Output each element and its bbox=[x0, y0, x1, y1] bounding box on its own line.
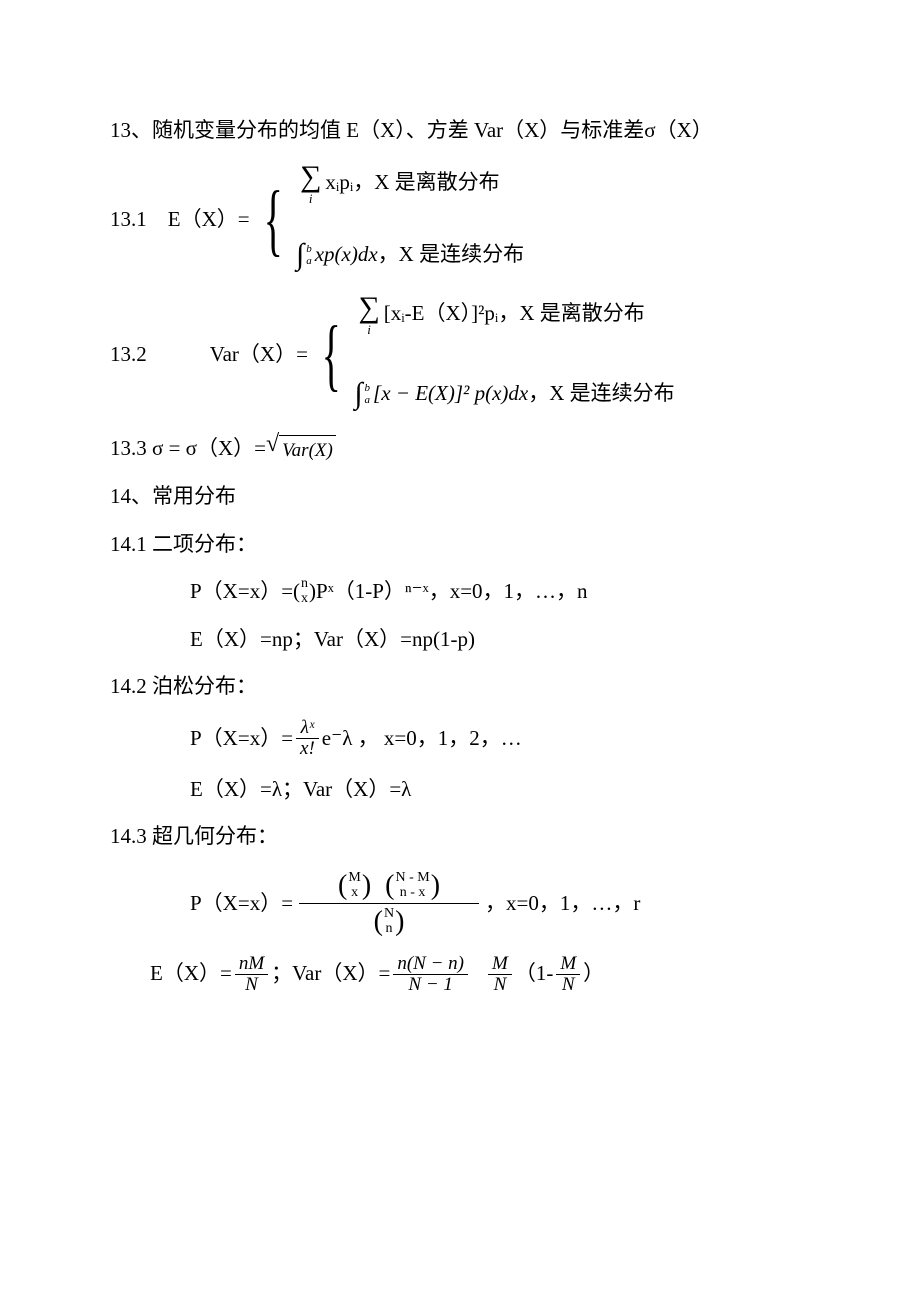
eq-13-1: 13.1 E（X）= { ∑ i xᵢpᵢ，X 是离散分布 ∫ b a xp(x… bbox=[110, 162, 810, 279]
cases: ∑ i [xᵢ-E（X）]²pᵢ，X 是离散分布 ∫ b a [x − E(X)… bbox=[354, 293, 674, 418]
integral: ∫ b a xp(x)dx bbox=[296, 231, 378, 279]
num: λˣ bbox=[297, 718, 319, 738]
frac-3: M N bbox=[488, 954, 512, 995]
num: nM bbox=[235, 954, 268, 974]
frac-1: nM N bbox=[235, 954, 268, 995]
num: M bbox=[488, 954, 512, 974]
sqrt-arg: Var(X) bbox=[279, 435, 336, 466]
eq-14-2-pmf: P（X=x）= λˣ x! e⁻λ ， x=0，1，2，… bbox=[110, 718, 810, 759]
text: 14.2 泊松分布： bbox=[110, 670, 257, 704]
int-expr: [x − E(X)]² p(x)dx bbox=[373, 377, 528, 411]
text: 14.1 二项分布： bbox=[110, 528, 257, 562]
section-14-title: 14、常用分布 bbox=[110, 480, 810, 514]
b1-bot: x bbox=[351, 886, 358, 901]
pre: P（X=x）= bbox=[190, 722, 293, 756]
case-continuous: ∫ b a [x − E(X)]² p(x)dx ，X 是连续分布 bbox=[354, 370, 674, 418]
binom-bot: x bbox=[301, 592, 308, 607]
case-continuous: ∫ b a xp(x)dx ，X 是连续分布 bbox=[296, 231, 524, 279]
text: E（X）=λ；Var（X）=λ bbox=[190, 773, 411, 807]
binom-top: n bbox=[301, 577, 308, 592]
document-page: 13、随机变量分布的均值 E（X）、方差 Var（X）与标准差σ（X） 13.1… bbox=[0, 0, 920, 1049]
case-text: [xᵢ-E（X）]²pᵢ，X 是离散分布 bbox=[384, 297, 645, 331]
den: N bbox=[241, 975, 262, 995]
post: )Pˣ（1-P）ⁿ⁻ˣ，x=0，1，…，n bbox=[309, 575, 588, 609]
label: 13.1 E（X）= bbox=[110, 203, 250, 237]
text: 13、随机变量分布的均值 E（X）、方差 Var（X）与标准差σ（X） bbox=[110, 114, 713, 148]
text: E（X）=np；Var（X）=np(1-p) bbox=[190, 623, 475, 657]
case-text: xᵢpᵢ，X 是离散分布 bbox=[325, 166, 499, 200]
frac-2: n(N − n) N − 1 bbox=[393, 954, 468, 995]
binom-2: ( N - M n - x ) bbox=[385, 871, 440, 900]
den: N − 1 bbox=[404, 975, 457, 995]
binom-den: ( N n ) bbox=[374, 907, 405, 936]
binom-1: ( M x ) bbox=[338, 871, 371, 900]
b2-top: N - M bbox=[395, 871, 429, 886]
end: ） bbox=[583, 957, 604, 991]
eq-13-2: 13.2 Var（X）= { ∑ i [xᵢ-E（X）]²pᵢ，X 是离散分布 … bbox=[110, 293, 810, 418]
pre: E（X）= bbox=[150, 957, 232, 991]
label: 13.2 Var（X）= bbox=[110, 338, 308, 372]
b2-bot: n - x bbox=[400, 886, 426, 901]
bd-bot: n bbox=[386, 922, 393, 937]
fraction: λˣ x! bbox=[296, 718, 319, 759]
b1-top: M bbox=[348, 871, 360, 886]
int-upper: b bbox=[365, 382, 371, 394]
section-14-1-title: 14.1 二项分布： bbox=[110, 528, 810, 562]
eq-14-3-moments: E（X）= nM N ；Var（X）= n(N − n) N − 1 M N （… bbox=[110, 954, 810, 995]
text: 14、常用分布 bbox=[110, 480, 236, 514]
frac-4: M N bbox=[556, 954, 580, 995]
case-text: ，X 是连续分布 bbox=[378, 238, 524, 272]
eq-14-2-moments: E（X）=λ；Var（X）=λ bbox=[110, 773, 810, 807]
int-expr: xp(x)dx bbox=[315, 238, 378, 272]
sum-index: i bbox=[309, 192, 313, 205]
int-upper: b bbox=[306, 243, 312, 255]
section-13-title: 13、随机变量分布的均值 E（X）、方差 Var（X）与标准差σ（X） bbox=[110, 114, 810, 148]
post: ，x=0，1，…，r bbox=[485, 887, 640, 921]
den: x! bbox=[296, 739, 319, 759]
text: 14.3 超几何分布： bbox=[110, 820, 278, 854]
sum-symbol: ∑ i bbox=[300, 162, 321, 205]
sqrt: √ Var(X) bbox=[266, 432, 336, 466]
num: n(N − n) bbox=[393, 954, 468, 974]
label: 13.3 σ = σ（X）= bbox=[110, 432, 266, 466]
bd-top: N bbox=[384, 907, 394, 922]
case-discrete: ∑ i xᵢpᵢ，X 是离散分布 bbox=[296, 162, 524, 205]
left-brace: { bbox=[322, 319, 341, 391]
mid2: （1- bbox=[515, 957, 554, 991]
left-brace: { bbox=[263, 184, 282, 256]
big-fraction: ( M x ) ( N - M n - x ) bbox=[299, 868, 479, 940]
section-14-3-title: 14.3 超几何分布： bbox=[110, 820, 810, 854]
case-discrete: ∑ i [xᵢ-E（X）]²pᵢ，X 是离散分布 bbox=[354, 293, 674, 336]
eq-14-1-moments: E（X）=np；Var（X）=np(1-p) bbox=[110, 623, 810, 657]
binom: n x bbox=[300, 577, 309, 606]
sum-symbol: ∑ i bbox=[358, 293, 379, 336]
mid: ；Var（X）= bbox=[271, 957, 390, 991]
den: N bbox=[490, 975, 511, 995]
case-text: ，X 是连续分布 bbox=[528, 377, 674, 411]
sum-index: i bbox=[367, 323, 371, 336]
den: N bbox=[558, 975, 579, 995]
cases: ∑ i xᵢpᵢ，X 是离散分布 ∫ b a xp(x)dx ，X 是连续分布 bbox=[296, 162, 524, 279]
pre: P（X=x）=( bbox=[190, 575, 300, 609]
section-14-2-title: 14.2 泊松分布： bbox=[110, 670, 810, 704]
int-lower: a bbox=[306, 255, 312, 267]
int-lower: a bbox=[365, 394, 371, 406]
integral: ∫ b a [x − E(X)]² p(x)dx bbox=[354, 370, 528, 418]
eq-14-1-pmf: P（X=x）=( n x )Pˣ（1-P）ⁿ⁻ˣ，x=0，1，…，n bbox=[110, 575, 810, 609]
eq-14-3-pmf: P（X=x）= ( M x ) ( N - M n - x bbox=[110, 868, 810, 940]
num: M bbox=[556, 954, 580, 974]
eq-13-3: 13.3 σ = σ（X）= √ Var(X) bbox=[110, 432, 810, 466]
pre: P（X=x）= bbox=[190, 887, 293, 921]
post: e⁻λ ， x=0，1，2，… bbox=[322, 722, 522, 756]
